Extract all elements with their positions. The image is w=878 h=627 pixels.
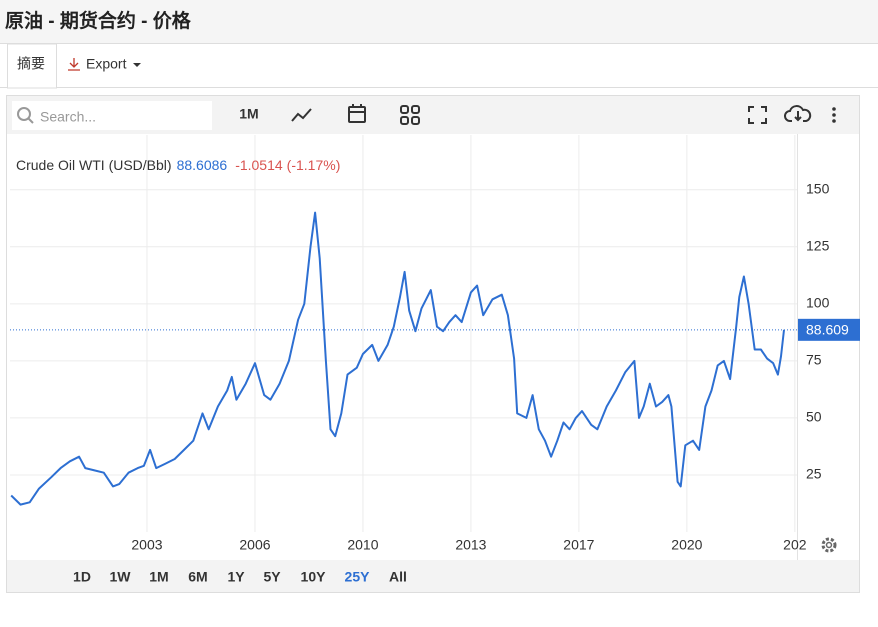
last-price-label: 88.609 — [806, 322, 849, 338]
range-button[interactable]: 1M — [149, 569, 168, 585]
search-placeholder[interactable]: Search... — [40, 109, 96, 125]
range-button[interactable]: 1W — [110, 569, 132, 585]
search-icon — [27, 117, 34, 124]
y-tick-label: 25 — [806, 466, 822, 482]
range-button[interactable]: 25Y — [345, 569, 371, 585]
y-tick-label: 100 — [806, 295, 830, 311]
x-tick-label: 202 — [783, 537, 807, 553]
download-icon[interactable] — [68, 58, 80, 71]
tab[interactable] — [7, 43, 57, 89]
y-tick-label: 150 — [806, 180, 830, 196]
x-tick-label: 2017 — [563, 537, 594, 553]
tab-label[interactable]: 摘要 — [17, 56, 45, 72]
more-icon[interactable] — [832, 107, 836, 123]
y-tick-label: 75 — [806, 352, 822, 368]
x-tick-label: 2003 — [131, 537, 162, 553]
chart-type-icon[interactable] — [291, 108, 312, 122]
tab-label[interactable]: Export — [86, 56, 127, 72]
price-line — [10, 211, 785, 506]
title-bar — [0, 0, 878, 43]
legend-series-name: Crude Oil WTI (USD/Bbl) — [16, 157, 172, 173]
plot: 25 50 75 100 125 150 2003 2006 2010 2013 2017 2020 2… — [10, 135, 860, 553]
x-tick-label: 2006 — [239, 537, 270, 553]
last-price-box — [798, 318, 860, 341]
x-tick-label: 2010 — [347, 537, 378, 553]
range-button[interactable]: 1D — [73, 569, 91, 585]
range-button[interactable]: 5Y — [263, 569, 281, 585]
search-box[interactable] — [12, 101, 212, 130]
download-cloud-icon[interactable] — [784, 105, 812, 122]
range-bar — [7, 560, 859, 592]
fullscreen-icon[interactable] — [748, 106, 767, 124]
range-button[interactable]: 1Y — [227, 569, 245, 585]
legend-change: -1.0514 — [235, 157, 283, 173]
x-tick-label: 2013 — [455, 537, 486, 553]
range-button[interactable]: 10Y — [301, 569, 327, 585]
legend: Crude Oil WTI (USD/Bbl) 88.6086 -1.0514 (-1… — [16, 157, 340, 173]
y-tick-label: 125 — [806, 238, 830, 254]
page-title: 原油 - 期货合约 - 价格 — [5, 9, 192, 32]
legend-value: 88.6086 — [177, 157, 228, 173]
y-tick-label: 50 — [806, 409, 822, 425]
settings-icon[interactable] — [821, 537, 837, 553]
interval-button[interactable]: 1M — [239, 106, 258, 122]
legend-change-pct: (-1.17%) — [287, 157, 341, 173]
range-buttons: 1D 1W 1M 6M 1Y 5Y 10Y 25Y All — [73, 569, 407, 585]
dropdown-caret[interactable] — [133, 63, 141, 67]
search-icon — [17, 107, 31, 121]
x-tick-label: 2020 — [671, 537, 702, 553]
range-button[interactable]: All — [389, 569, 407, 585]
layout-icon[interactable] — [400, 105, 420, 125]
calendar-icon[interactable] — [348, 104, 366, 123]
chart-panel — [6, 95, 860, 593]
range-button[interactable]: 6M — [188, 569, 207, 585]
